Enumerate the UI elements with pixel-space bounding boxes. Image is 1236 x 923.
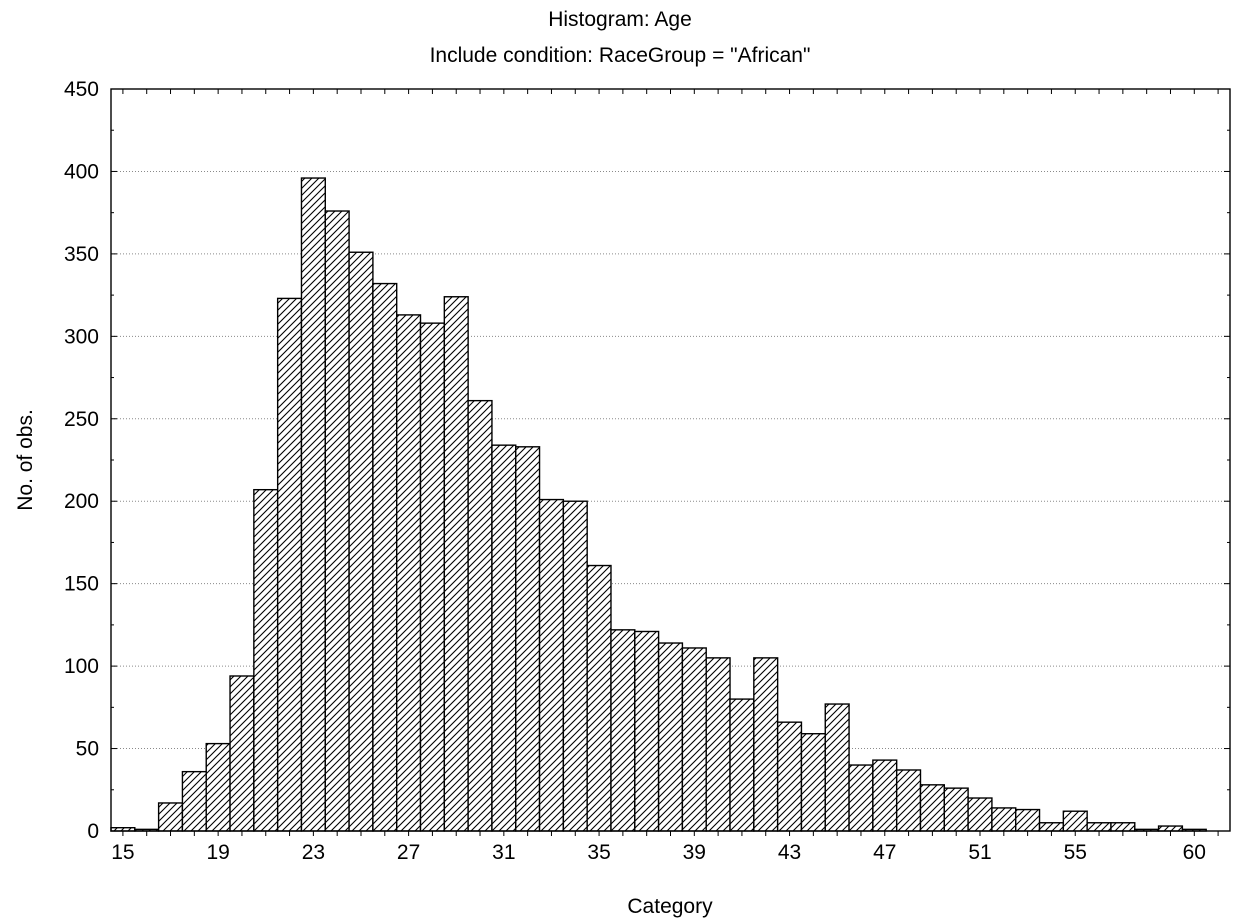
y-axis-label: No. of obs.: [14, 409, 37, 511]
bar-46: [848, 764, 874, 832]
y-tick-label: 50: [76, 738, 99, 761]
x-tick-label: 43: [778, 841, 801, 864]
y-tick-label: 0: [87, 820, 99, 843]
bar-28: [419, 322, 446, 832]
bar-30: [467, 399, 493, 832]
bar-20: [229, 675, 255, 832]
bar-26: [372, 282, 398, 832]
bar-19: [205, 742, 231, 832]
bar-44: [800, 733, 826, 832]
bar-49: [919, 784, 945, 832]
bar-29: [443, 296, 469, 832]
y-tick-label: 450: [64, 78, 99, 101]
y-tick-label: 200: [64, 490, 99, 513]
bar-50: [943, 787, 969, 832]
bar-24: [324, 210, 350, 832]
x-tick-label: 47: [873, 841, 896, 864]
x-tick-label: 60: [1183, 841, 1206, 864]
bar-55: [1062, 810, 1088, 832]
bar-32: [515, 446, 541, 832]
y-tick-label: 350: [64, 243, 99, 266]
bar-27: [396, 314, 422, 832]
bar-33: [538, 498, 565, 832]
bar-47: [872, 759, 898, 832]
x-tick-label: 55: [1064, 841, 1087, 864]
bar-38: [657, 642, 684, 832]
bar-48: [895, 769, 922, 832]
y-tick-label: 100: [64, 655, 99, 678]
bar-34: [562, 500, 588, 832]
bar-23: [300, 177, 326, 832]
bar-21: [253, 488, 279, 832]
axes: 0 50 100 150 200 250 300 350 400 450 15 19 23 27 31 35 3…: [64, 78, 1231, 864]
bar-57: [1110, 822, 1136, 832]
x-tick-label: 23: [302, 841, 325, 864]
bar-51: [967, 797, 993, 832]
bars: [110, 177, 1207, 832]
bar-39: [681, 647, 707, 832]
x-tick-label: 31: [492, 841, 515, 864]
bar-41: [729, 698, 755, 832]
y-tick-label: 400: [64, 160, 99, 183]
x-tick-label: 15: [111, 841, 134, 864]
bar-56: [1086, 822, 1112, 832]
bar-35: [586, 564, 612, 832]
bar-42: [753, 657, 779, 832]
bar-18: [181, 770, 207, 832]
bar-22: [276, 297, 303, 832]
y-tick-label: 300: [64, 325, 99, 348]
x-tick-label: 19: [206, 841, 229, 864]
bar-59: [1157, 825, 1184, 832]
bar-54: [1038, 822, 1065, 832]
bar-17: [157, 802, 184, 832]
y-tick-label: 250: [64, 408, 99, 431]
chart-subtitle: Include condition: RaceGroup = "African": [430, 44, 811, 67]
y-tick-label: 150: [64, 573, 99, 596]
bar-45: [824, 703, 850, 832]
x-tick-label: 51: [968, 841, 991, 864]
chart-title: Histogram: Age: [548, 8, 692, 31]
bar-43: [776, 721, 803, 832]
bar-36: [610, 629, 636, 832]
bar-53: [1015, 808, 1041, 832]
x-tick-label: 39: [683, 841, 706, 864]
bar-40: [705, 657, 731, 832]
x-axis-label: Category: [627, 895, 713, 918]
bar-37: [634, 630, 660, 832]
bar-25: [348, 251, 374, 832]
x-tick-label: 35: [587, 841, 610, 864]
bar-31: [491, 444, 517, 832]
x-tick-label: 27: [397, 841, 420, 864]
bar-52: [991, 807, 1017, 832]
